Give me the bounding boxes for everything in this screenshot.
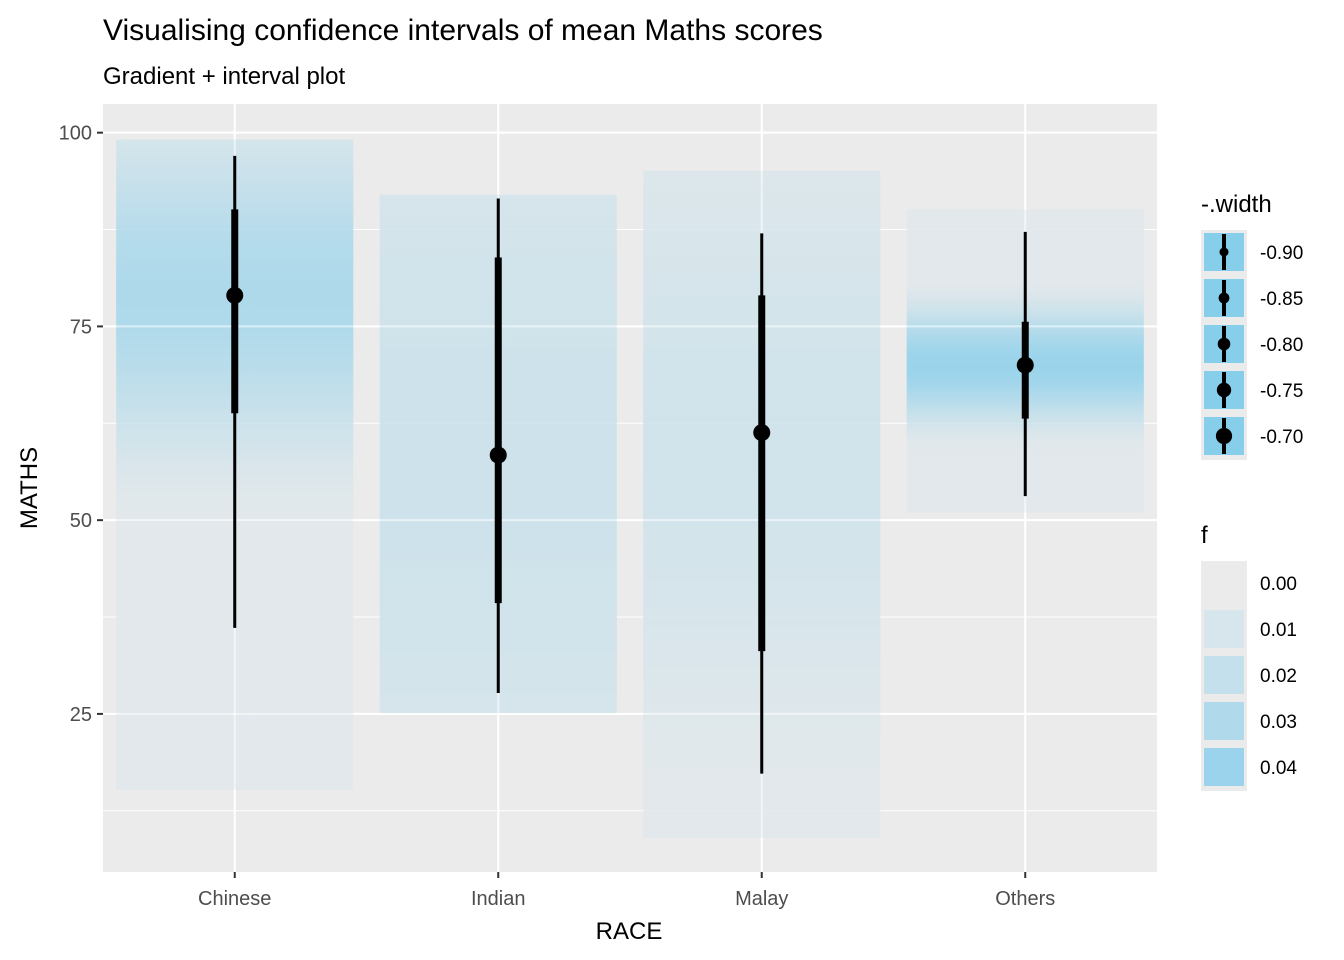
legend-width-label: -0.80 bbox=[1260, 335, 1303, 356]
legend-f-key bbox=[1204, 564, 1244, 602]
x-tick-label: Others bbox=[995, 888, 1055, 910]
legend-f-title: f bbox=[1201, 522, 1208, 549]
mean-point-chinese bbox=[226, 286, 244, 304]
legend-width-label: -0.75 bbox=[1260, 381, 1303, 402]
y-tick-label: 50 bbox=[70, 510, 92, 532]
legend-f-label: 0.03 bbox=[1260, 712, 1297, 733]
chart-title: Visualising confidence intervals of mean… bbox=[103, 14, 823, 47]
legend-width-label: -0.70 bbox=[1260, 427, 1303, 448]
mean-point-indian bbox=[489, 446, 507, 464]
y-tick-label: 25 bbox=[70, 704, 92, 726]
legend-width-key-point bbox=[1218, 292, 1230, 304]
y-tick-label: 100 bbox=[59, 123, 92, 145]
mean-point-malay bbox=[753, 424, 771, 442]
legend-f-key bbox=[1204, 610, 1244, 648]
legend-width: -.width -0.90 -0.85 -0.80 -0.75 -0.70 bbox=[1201, 191, 1303, 460]
legend-f-label: 0.01 bbox=[1260, 620, 1297, 641]
legend-f-label: 0.00 bbox=[1260, 574, 1297, 595]
y-axis: 25 50 75 100 bbox=[59, 123, 103, 726]
legend-width-title: -.width bbox=[1201, 191, 1272, 218]
legend-f-label: 0.02 bbox=[1260, 666, 1297, 687]
legend-f-label: 0.04 bbox=[1260, 758, 1297, 779]
x-axis: Chinese Indian Malay Others bbox=[198, 872, 1055, 910]
mean-point-others bbox=[1016, 356, 1034, 374]
x-tick-label: Indian bbox=[471, 888, 526, 910]
legend-f-key bbox=[1204, 748, 1244, 786]
legend-f-key bbox=[1204, 702, 1244, 740]
y-tick-label: 75 bbox=[70, 316, 92, 338]
legend-width-label: -0.90 bbox=[1260, 243, 1303, 264]
legend-f: f 0.00 0.01 0.02 0.03 0.04 bbox=[1201, 522, 1297, 791]
chart-subtitle: Gradient + interval plot bbox=[103, 63, 345, 90]
x-tick-label: Chinese bbox=[198, 888, 271, 910]
legend-width-label: -0.85 bbox=[1260, 289, 1303, 310]
legend-f-key bbox=[1204, 656, 1244, 694]
legend-width-key-point bbox=[1217, 337, 1231, 351]
y-axis-title: MATHS bbox=[16, 447, 43, 529]
legend-width-key-point bbox=[1215, 427, 1233, 445]
legend-width-key-point bbox=[1216, 382, 1232, 398]
x-tick-label: Malay bbox=[735, 888, 788, 910]
x-axis-title: RACE bbox=[596, 918, 663, 945]
interval-marks bbox=[226, 155, 1034, 774]
legend-width-key-point bbox=[1219, 247, 1229, 257]
